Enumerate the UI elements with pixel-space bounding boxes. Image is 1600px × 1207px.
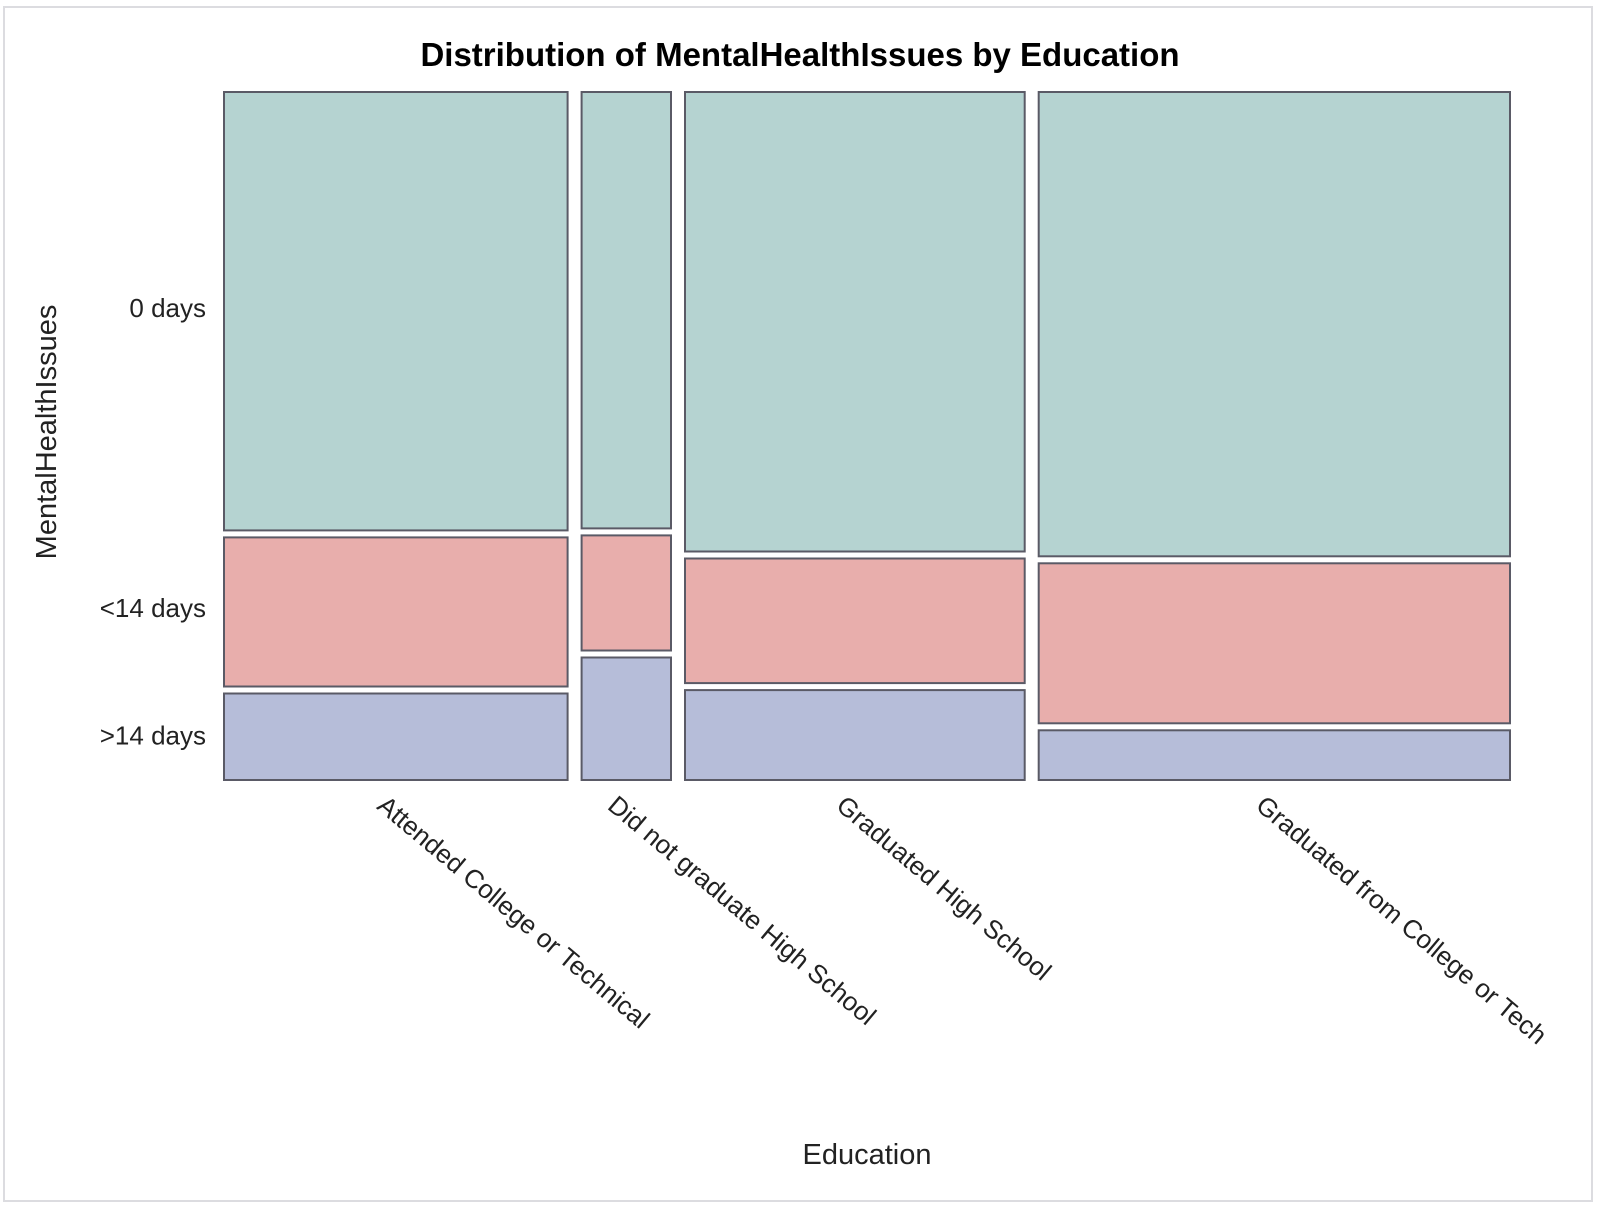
mosaic-cell-did-not-graduate-high-school-0-days [580, 91, 672, 530]
x-tick-label-graduated-from-college-or-tech: Graduated from College or Tech [1251, 790, 1553, 1050]
y-tick-labels: 0 days <14 days >14 days [100, 293, 206, 750]
mosaic-cell-graduated-from-college-or-tech-0-days [1037, 91, 1511, 558]
mosaic-cell-graduated-from-college-or-tech-14-days [1037, 729, 1511, 781]
mosaic-cell-did-not-graduate-high-school-14-days [580, 534, 672, 652]
mosaic-cell-graduated-high-school-0-days [684, 91, 1026, 553]
mosaic-cell-attended-college-or-technical-0-days [223, 91, 569, 532]
mosaic-cells [223, 91, 1511, 781]
x-tick-label-attended-college-or-technical: Attended College or Technical [372, 790, 656, 1035]
mosaic-cell-graduated-high-school-14-days [684, 689, 1026, 781]
y-tick-label-14-days: <14 days [100, 593, 206, 623]
mosaic-cell-did-not-graduate-high-school-14-days [580, 656, 672, 781]
chart-title: Distribution of MentalHealthIssues by Ed… [420, 36, 1179, 73]
x-axis-label: Education [803, 1139, 932, 1171]
mosaic-cell-graduated-from-college-or-tech-14-days [1037, 562, 1511, 725]
mosaic-cell-attended-college-or-technical-14-days [223, 692, 569, 781]
y-tick-label-0-days: 0 days [129, 293, 206, 323]
mosaic-cell-attended-college-or-technical-14-days [223, 536, 569, 688]
y-tick-label-14-days: >14 days [100, 720, 206, 750]
x-tick-label-graduated-high-school: Graduated High School [831, 790, 1057, 987]
y-axis-label: MentalHealthIssues [31, 305, 63, 560]
mosaic-cell-graduated-high-school-14-days [684, 557, 1026, 685]
x-tick-label-did-not-graduate-high-school: Did not graduate High School [602, 790, 881, 1031]
